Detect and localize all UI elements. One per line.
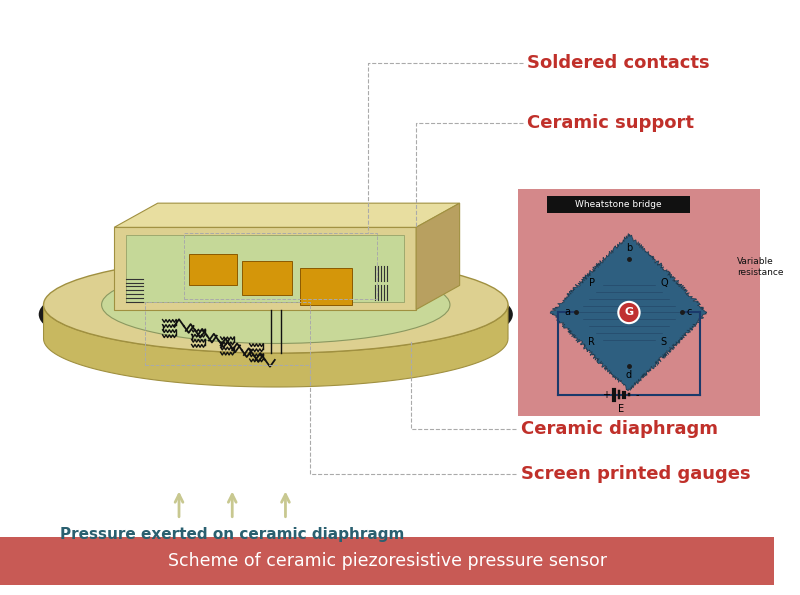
Text: +: +: [602, 390, 610, 400]
Text: E: E: [618, 405, 624, 415]
Text: b: b: [626, 243, 632, 252]
FancyBboxPatch shape: [189, 255, 237, 286]
Text: Variable
resistance: Variable resistance: [738, 257, 784, 277]
Text: S: S: [661, 337, 666, 347]
Text: Ceramic diaphragm: Ceramic diaphragm: [521, 419, 718, 437]
Text: Pressure exerted on ceramic diaphragm: Pressure exerted on ceramic diaphragm: [60, 527, 405, 542]
Text: Screen printed gauges: Screen printed gauges: [521, 465, 750, 483]
Text: R: R: [588, 337, 594, 347]
FancyBboxPatch shape: [300, 268, 352, 305]
Polygon shape: [416, 203, 460, 309]
Text: Ceramic support: Ceramic support: [527, 114, 694, 132]
Text: c: c: [686, 308, 691, 318]
Polygon shape: [114, 203, 460, 227]
Polygon shape: [114, 227, 416, 309]
Polygon shape: [550, 233, 707, 391]
Polygon shape: [43, 305, 508, 387]
Text: Wheatstone bridge: Wheatstone bridge: [575, 200, 662, 209]
Ellipse shape: [43, 256, 508, 353]
FancyBboxPatch shape: [0, 537, 774, 585]
Text: d: d: [626, 369, 632, 380]
Polygon shape: [126, 235, 405, 302]
Ellipse shape: [38, 266, 513, 363]
FancyBboxPatch shape: [242, 261, 292, 295]
Text: -: -: [636, 390, 639, 400]
Text: Soldered contacts: Soldered contacts: [527, 54, 710, 72]
FancyBboxPatch shape: [546, 196, 690, 213]
Text: Q: Q: [661, 278, 668, 288]
Circle shape: [618, 302, 640, 323]
Text: P: P: [589, 278, 594, 288]
Text: a: a: [564, 308, 570, 318]
Text: Scheme of ceramic piezoresistive pressure sensor: Scheme of ceramic piezoresistive pressur…: [167, 552, 606, 570]
Ellipse shape: [102, 266, 450, 343]
FancyBboxPatch shape: [518, 189, 760, 416]
Text: G: G: [625, 308, 634, 318]
